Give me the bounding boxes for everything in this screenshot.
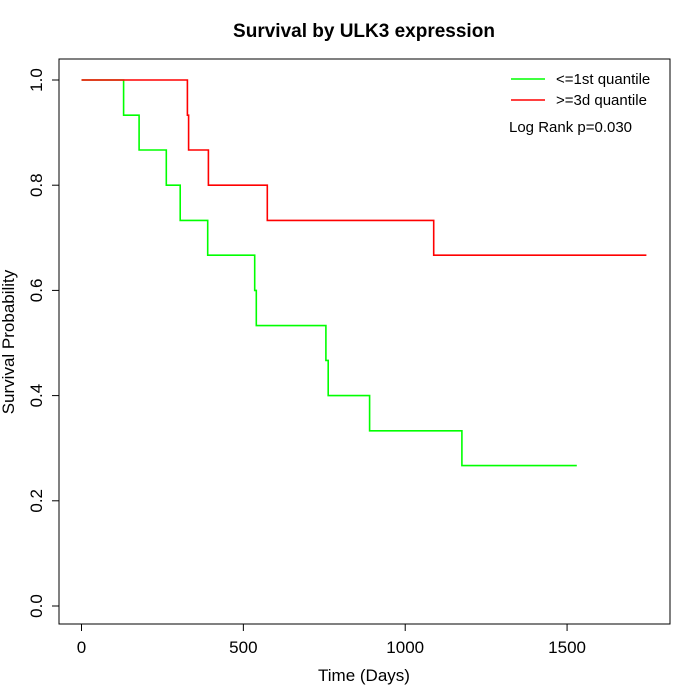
y-tick-label: 0.0 — [27, 594, 46, 618]
x-tick-label: 500 — [229, 638, 257, 657]
log-rank-annotation: Log Rank p=0.030 — [509, 119, 632, 136]
y-axis: 0.0 0.2 0.4 0.6 0.8 1.0 — [27, 68, 60, 618]
plot-frame — [58, 58, 671, 625]
series-layer — [81, 79, 647, 467]
legend-label-2: >=3d quantile — [556, 92, 647, 109]
y-axis-label: Survival Probability — [0, 269, 18, 414]
y-tick-label: 0.8 — [27, 173, 46, 197]
x-axis-label: Time (Days) — [318, 666, 410, 685]
x-tick-label: 1000 — [386, 638, 424, 657]
chart-title: Survival by ULK3 expression — [233, 21, 495, 42]
x-axis: 0 500 1000 1500 — [77, 623, 586, 657]
legend: <=1st quantile >=3d quantile — [511, 71, 650, 109]
x-tick-label: 0 — [77, 638, 86, 657]
y-tick-label: 0.2 — [27, 489, 46, 513]
y-tick-label: 0.4 — [27, 384, 46, 408]
legend-label-1: <=1st quantile — [556, 71, 650, 88]
y-tick-label: 0.6 — [27, 279, 46, 303]
series-line-1 — [81, 79, 577, 467]
x-tick-label: 1500 — [548, 638, 586, 657]
series-line-2 — [81, 79, 647, 256]
y-tick-label: 1.0 — [27, 68, 46, 92]
